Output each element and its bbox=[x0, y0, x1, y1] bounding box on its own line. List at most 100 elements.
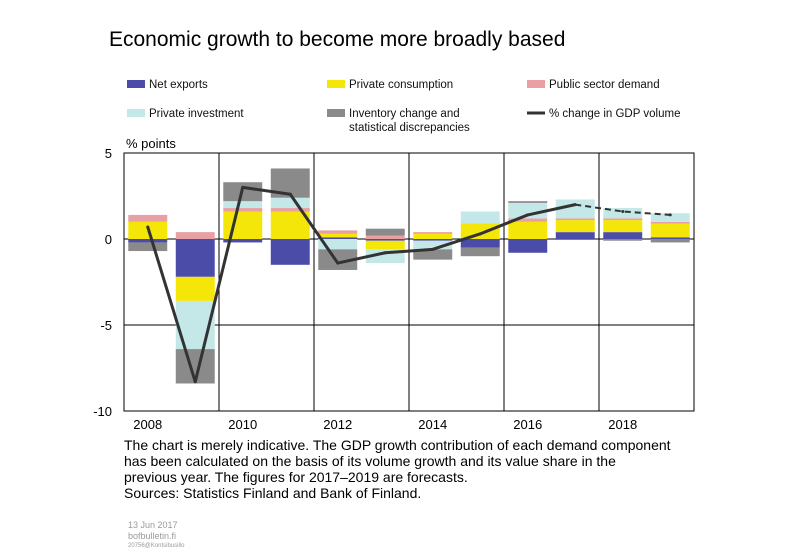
footnote: The chart is merely indicative. The GDP … bbox=[124, 437, 764, 501]
bar-public-sector-demand-2009 bbox=[175, 232, 215, 239]
legend-swatch-net-exports bbox=[127, 80, 145, 88]
gdp-line bbox=[146, 185, 672, 384]
bar-inventory-change-and-statistical-discrepancies-2018 bbox=[603, 239, 643, 241]
bar-private-consumption-2019 bbox=[650, 223, 690, 238]
gdp-point-2017 bbox=[573, 203, 577, 207]
bar-private-consumption-2013 bbox=[365, 240, 405, 250]
x-tick-label-2010: 2010 bbox=[228, 417, 257, 432]
footnote-line-3: previous year. The figures for 2017–2019… bbox=[124, 469, 468, 485]
gdp-point-2010 bbox=[241, 185, 245, 189]
legend-label-net-exports: Net exports bbox=[149, 79, 208, 91]
bar-net-exports-2018 bbox=[603, 232, 643, 239]
bar-private-consumption-2014 bbox=[413, 233, 453, 239]
bar-public-sector-demand-2010 bbox=[223, 208, 263, 212]
bar-public-sector-demand-2008 bbox=[128, 214, 168, 222]
legend-swatch-public-sector-demand bbox=[527, 80, 545, 88]
bar-private-consumption-2011 bbox=[270, 211, 310, 239]
y-tick-label-5: 5 bbox=[105, 146, 112, 161]
bar-net-exports-2014 bbox=[413, 239, 453, 241]
publication-code: 20756@Kontsibusillo bbox=[128, 543, 185, 549]
gdp-point-2008 bbox=[146, 225, 150, 229]
legend-item-inventory: Inventory change and statistical discrep… bbox=[327, 108, 470, 134]
gdp-point-2016 bbox=[526, 213, 530, 217]
bar-net-exports-2013 bbox=[365, 239, 405, 241]
bar-private-investment-2012 bbox=[318, 239, 358, 250]
bar-private-investment-2016 bbox=[508, 202, 548, 219]
bar-inventory-change-and-statistical-discrepancies-2014 bbox=[413, 249, 453, 260]
legend-label-public-sector-demand: Public sector demand bbox=[549, 79, 660, 91]
x-tick-label-2016: 2016 bbox=[513, 417, 542, 432]
gdp-point-2018 bbox=[621, 209, 625, 213]
legend-label-gdp-volume: % change in GDP volume bbox=[549, 108, 680, 120]
plot-frame bbox=[123, 152, 695, 412]
bar-public-sector-demand-2011 bbox=[270, 208, 310, 212]
x-tick-label-2018: 2018 bbox=[608, 417, 637, 432]
bar-net-exports-2017 bbox=[555, 232, 595, 239]
y-axis-title: % points bbox=[126, 136, 176, 151]
bar-private-investment-2019 bbox=[650, 213, 690, 222]
gdp-point-2015 bbox=[478, 232, 482, 236]
bar-public-sector-demand-2019 bbox=[650, 221, 690, 224]
gdp-point-2011 bbox=[288, 192, 292, 196]
bar-inventory-change-and-statistical-discrepancies-2012 bbox=[318, 249, 358, 270]
legend-item-gdp-volume: % change in GDP volume bbox=[527, 108, 680, 120]
footnote-line-2: has been calculated on the basis of its … bbox=[124, 453, 616, 469]
x-tick-label-2014: 2014 bbox=[418, 417, 447, 432]
publication-date: 13 Jun 2017 bbox=[128, 520, 178, 530]
bar-net-exports-2009 bbox=[175, 239, 215, 277]
legend-item-private-consumption: Private consumption bbox=[327, 79, 453, 91]
bar-private-investment-2015 bbox=[460, 211, 500, 224]
gdp-point-2013 bbox=[383, 251, 387, 255]
legend-swatch-inventory bbox=[327, 109, 345, 117]
bar-inventory-change-and-statistical-discrepancies-2019 bbox=[650, 239, 690, 243]
y-tick-label--10: -10 bbox=[93, 404, 112, 419]
bar-private-consumption-2018 bbox=[603, 220, 643, 233]
legend-item-private-investment: Private investment bbox=[127, 108, 244, 120]
bar-public-sector-demand-2012 bbox=[318, 230, 358, 234]
bar-net-exports-2012 bbox=[318, 237, 358, 239]
legend-label-inventory-line2: statistical discrepancies bbox=[349, 122, 470, 134]
publication-meta: 13 Jun 2017 bofbulletin.fi 20756@Kontsib… bbox=[128, 520, 184, 550]
bar-private-consumption-2015 bbox=[460, 223, 500, 239]
bar-net-exports-2015 bbox=[460, 239, 500, 248]
bar-net-exports-2008 bbox=[128, 239, 168, 243]
legend-swatch-private-investment bbox=[127, 109, 145, 117]
bar-inventory-change-and-statistical-discrepancies-2013 bbox=[365, 228, 405, 236]
bar-private-consumption-2012 bbox=[318, 233, 358, 238]
bar-private-investment-2014 bbox=[413, 240, 453, 250]
gdp-point-2009 bbox=[193, 380, 197, 384]
bar-private-consumption-2010 bbox=[223, 211, 263, 239]
bar-net-exports-2019 bbox=[650, 237, 690, 239]
bar-private-consumption-2016 bbox=[508, 221, 548, 239]
bar-public-sector-demand-2013 bbox=[365, 235, 405, 239]
bar-private-investment-2018 bbox=[603, 208, 643, 219]
bar-net-exports-2016 bbox=[508, 239, 548, 253]
y-tick-label-0: 0 bbox=[105, 232, 112, 247]
publication-site: bofbulletin.fi bbox=[128, 531, 177, 541]
bar-net-exports-2011 bbox=[270, 239, 310, 265]
legend: Net exports Private consumption Public s… bbox=[127, 79, 680, 134]
x-tick-label-2008: 2008 bbox=[133, 417, 162, 432]
chart-title: Economic growth to become more broadly b… bbox=[109, 28, 565, 51]
footnote-line-1: The chart is merely indicative. The GDP … bbox=[124, 437, 671, 453]
legend-item-public-sector-demand: Public sector demand bbox=[527, 79, 660, 91]
x-tick-label-2012: 2012 bbox=[323, 417, 352, 432]
bar-public-sector-demand-2014 bbox=[413, 232, 453, 234]
bar-net-exports-2010 bbox=[223, 239, 263, 243]
footnote-sources: Sources: Statistics Finland and Bank of … bbox=[124, 485, 422, 501]
legend-item-net-exports: Net exports bbox=[127, 79, 208, 91]
bar-private-investment-2011 bbox=[270, 197, 310, 209]
legend-label-inventory-line1: Inventory change and bbox=[349, 108, 460, 120]
gdp-line-forecast bbox=[575, 203, 671, 216]
bar-private-consumption-2009 bbox=[175, 276, 215, 301]
legend-swatch-private-consumption bbox=[327, 80, 345, 88]
legend-label-private-investment: Private investment bbox=[149, 108, 244, 120]
bar-public-sector-demand-2018 bbox=[603, 218, 643, 221]
bar-public-sector-demand-2016 bbox=[508, 218, 548, 222]
gdp-point-2014 bbox=[431, 247, 435, 251]
bar-private-consumption-2017 bbox=[555, 220, 595, 233]
legend-label-private-consumption: Private consumption bbox=[349, 79, 453, 91]
bar-inventory-change-and-statistical-discrepancies-2015 bbox=[460, 247, 500, 257]
bar-private-investment-2017 bbox=[555, 199, 595, 219]
